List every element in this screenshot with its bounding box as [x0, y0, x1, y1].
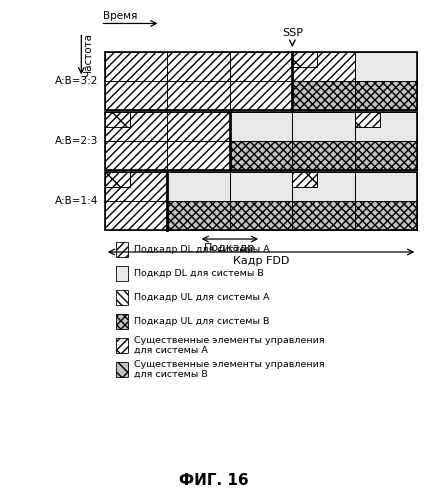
Bar	[355, 112, 417, 141]
Bar	[105, 141, 230, 170]
Text: A:B=3:2: A:B=3:2	[55, 76, 98, 86]
Bar	[105, 201, 167, 230]
Bar	[292, 172, 317, 187]
Bar	[105, 172, 130, 187]
Bar	[292, 52, 355, 81]
Text: для системы А: для системы А	[134, 346, 208, 355]
Bar	[230, 141, 417, 170]
Bar	[116, 362, 128, 377]
Bar	[105, 112, 130, 127]
Bar	[105, 172, 167, 201]
Bar	[105, 52, 292, 81]
Text: A:B=2:3: A:B=2:3	[55, 136, 98, 146]
Text: Подкдр DL для системы B: Подкдр DL для системы B	[134, 269, 263, 278]
Bar	[167, 172, 292, 201]
Text: Подкадр UL для системы А: Подкадр UL для системы А	[134, 293, 269, 302]
Bar	[230, 112, 355, 141]
Text: Подкадр UL для системы B: Подкадр UL для системы B	[134, 317, 269, 326]
Text: Кадр FDD: Кадр FDD	[233, 256, 289, 266]
Bar	[355, 52, 417, 81]
Text: SSP: SSP	[282, 28, 303, 38]
Text: ФИГ. 16: ФИГ. 16	[179, 473, 249, 488]
Bar	[292, 172, 355, 201]
Text: Существенные элементы управления: Существенные элементы управления	[134, 336, 324, 345]
Bar	[292, 81, 417, 110]
Bar	[116, 290, 128, 305]
Text: Частота: Частота	[83, 33, 93, 77]
Text: Подкадр: Подкадр	[204, 243, 256, 253]
Bar	[292, 52, 317, 67]
Bar	[355, 112, 380, 127]
Text: Подкадр DL для системы А: Подкадр DL для системы А	[134, 245, 269, 254]
Bar	[105, 112, 230, 141]
Text: для системы В: для системы В	[134, 370, 207, 379]
Text: Время: Время	[103, 11, 137, 21]
Bar	[105, 81, 292, 110]
Bar	[116, 338, 128, 353]
Bar	[105, 172, 417, 230]
Bar	[116, 314, 128, 329]
Text: Существенные элементы управления: Существенные элементы управления	[134, 360, 324, 369]
Text: A:B=1:4: A:B=1:4	[55, 196, 98, 206]
Bar	[105, 52, 417, 110]
Bar	[355, 172, 417, 201]
Bar	[167, 201, 417, 230]
Bar	[116, 266, 128, 281]
Bar	[105, 112, 417, 170]
Bar	[116, 242, 128, 257]
